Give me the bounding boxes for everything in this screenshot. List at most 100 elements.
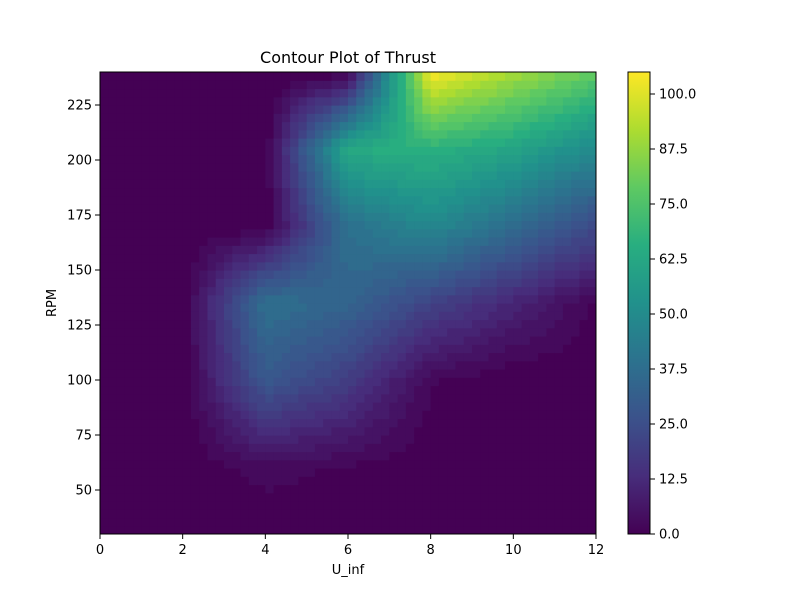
contour-cell (166, 393, 175, 403)
contour-cell (240, 393, 250, 403)
contour-cell (488, 476, 498, 486)
contour-cell (182, 459, 192, 469)
contour-cell (339, 253, 349, 263)
contour-cell (100, 352, 109, 362)
contour-cell (513, 195, 523, 205)
contour-cell (529, 286, 539, 296)
contour-cell (314, 278, 324, 288)
contour-cell (174, 410, 184, 420)
contour-cell (182, 187, 192, 197)
contour-cell (546, 402, 556, 411)
contour-cell (248, 113, 258, 123)
contour-cell (538, 179, 547, 189)
contour-cell (397, 311, 407, 321)
contour-cell (372, 426, 382, 436)
contour-cell (488, 278, 498, 288)
contour-cell (257, 468, 266, 477)
contour-cell (364, 270, 374, 279)
contour-cell (348, 294, 357, 304)
contour-cell (124, 195, 134, 205)
contour-cell (438, 393, 448, 403)
contour-cell (224, 435, 233, 444)
contour-cell (513, 468, 523, 477)
contour-cell (422, 220, 432, 230)
contour-cell (215, 517, 225, 527)
contour-cell (174, 162, 184, 172)
contour-cell (513, 129, 523, 139)
contour-cell (538, 105, 547, 114)
contour-cell (538, 525, 547, 534)
contour-cell (199, 204, 209, 213)
contour-cell (182, 402, 192, 411)
contour-cell (199, 336, 209, 345)
contour-cell (290, 129, 299, 139)
contour-cell (182, 270, 192, 279)
contour-cell (331, 179, 341, 189)
contour-cell (538, 220, 547, 230)
contour-cell (546, 253, 556, 263)
contour-cell (166, 501, 175, 510)
contour-cell (149, 105, 159, 114)
contour-cell (447, 72, 457, 81)
contour-cell (422, 88, 432, 98)
contour-cell (190, 245, 200, 255)
contour-cell (472, 468, 481, 477)
contour-cell (372, 171, 382, 180)
contour-cell (182, 261, 192, 271)
contour-cell (397, 121, 407, 131)
contour-cell (273, 435, 283, 444)
contour-cell (182, 96, 192, 106)
contour-cell (587, 245, 596, 255)
contour-cell (298, 336, 308, 345)
contour-cell (480, 88, 490, 98)
contour-cell (381, 88, 390, 98)
contour-cell (108, 113, 118, 123)
contour-cell (496, 129, 506, 139)
contour-cell (108, 476, 118, 486)
contour-cell (149, 212, 159, 222)
contour-cell (232, 129, 242, 139)
contour-cell (331, 171, 341, 180)
contour-cell (488, 146, 498, 156)
contour-cell (554, 369, 564, 378)
contour-cell (505, 138, 514, 147)
contour-cell (133, 146, 142, 156)
contour-cell (273, 418, 283, 428)
contour-cell (579, 492, 589, 502)
contour-cell (447, 443, 457, 453)
contour-cell (397, 443, 407, 453)
contour-cell (364, 187, 374, 197)
contour-cell (339, 204, 349, 213)
contour-cell (348, 278, 357, 288)
contour-cell (240, 492, 250, 502)
contour-cell (290, 385, 299, 395)
contour-cell (331, 261, 341, 271)
contour-cell (182, 360, 192, 370)
contour-cell (323, 220, 333, 230)
contour-cell (124, 154, 134, 164)
contour-cell (331, 228, 341, 238)
contour-cell (232, 154, 242, 164)
contour-cell (331, 385, 341, 395)
contour-cell (224, 253, 233, 263)
contour-cell (538, 336, 547, 345)
contour-cell (323, 212, 333, 222)
contour-cell (281, 294, 291, 304)
contour-cell (488, 245, 498, 255)
contour-cell (339, 435, 349, 444)
contour-cell (554, 294, 564, 304)
contour-cell (447, 418, 457, 428)
contour-cell (513, 327, 523, 337)
contour-cell (290, 418, 299, 428)
contour-cell (480, 138, 490, 147)
contour-cell (157, 146, 167, 156)
contour-cell (447, 138, 457, 147)
contour-cell (190, 72, 200, 81)
contour-cell (405, 385, 415, 395)
contour-cell (546, 179, 556, 189)
contour-cell (166, 443, 175, 453)
contour-cell (182, 369, 192, 378)
contour-cell (240, 261, 250, 271)
contour-cell (265, 80, 275, 90)
contour-cell (579, 220, 589, 230)
